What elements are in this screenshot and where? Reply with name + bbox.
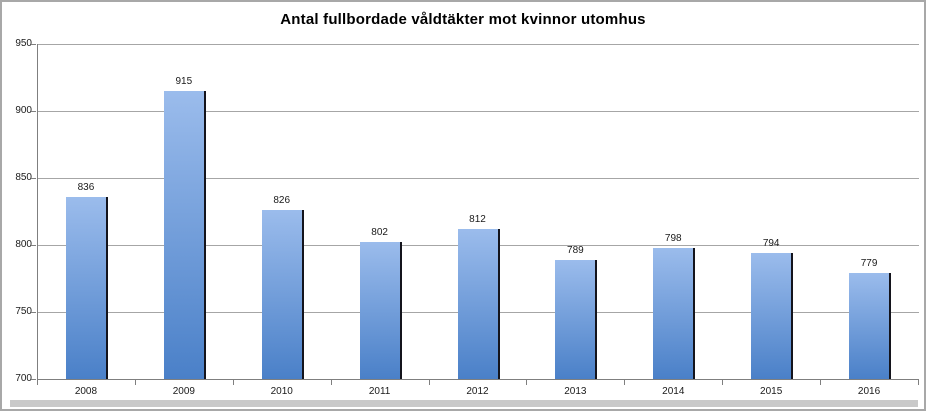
- y-axis-tick-800: [31, 245, 36, 246]
- bar-2011: [359, 242, 402, 379]
- y-axis-tick-900: [31, 111, 36, 112]
- x-axis-tick-0: [37, 380, 38, 385]
- bar-value-label-2009: 915: [175, 75, 193, 87]
- y-axis-tick-850: [31, 178, 36, 179]
- x-axis-tick-6: [624, 380, 626, 385]
- x-axis-tick-8: [820, 380, 822, 385]
- x-axis-label-2016: 2016: [857, 386, 881, 397]
- y-axis-tick-950: [31, 44, 36, 45]
- x-axis-tick-1: [134, 380, 136, 385]
- gridline-950: [38, 43, 919, 45]
- gridline-900: [38, 110, 919, 112]
- x-axis-tick-5: [526, 380, 528, 385]
- bar-2010: [261, 210, 304, 379]
- x-axis-label-2008: 2008: [74, 386, 98, 397]
- bar-2014: [653, 247, 696, 379]
- bar-2012: [457, 228, 500, 379]
- bar-value-label-2008: 836: [77, 181, 95, 193]
- bar-value-label-2016: 779: [860, 258, 878, 270]
- y-axis-tick-label-800: 800: [15, 239, 32, 250]
- x-axis-tick-2: [232, 380, 234, 385]
- x-axis-tick-9: [918, 380, 919, 385]
- x-axis-label-2013: 2013: [564, 386, 587, 397]
- bar-value-label-2012: 812: [469, 213, 486, 225]
- bar-2009: [163, 90, 206, 379]
- x-axis-label-2011: 2011: [368, 386, 391, 397]
- bar-2016: [849, 273, 892, 379]
- x-axis-label-2012: 2012: [466, 386, 489, 397]
- bar-2013: [555, 259, 598, 379]
- bottom-strip: [10, 400, 918, 407]
- x-axis-label-2009: 2009: [172, 386, 195, 397]
- x-axis-tick-4: [428, 380, 430, 385]
- bar-2015: [751, 253, 794, 379]
- bar-value-label-2011: 802: [371, 227, 388, 239]
- x-axis-tick-7: [722, 380, 724, 385]
- bar-2008: [65, 196, 108, 379]
- y-axis-tick-700: [31, 379, 36, 380]
- chart-title: Antal fullbordade våldtäkter mot kvinnor…: [280, 11, 646, 28]
- x-axis-label-2015: 2015: [760, 386, 783, 397]
- bar-value-label-2013: 789: [567, 244, 584, 256]
- x-axis-label-2014: 2014: [662, 386, 685, 397]
- y-axis-tick-label-950: 950: [15, 38, 32, 49]
- y-axis-tick-label-700: 700: [15, 373, 32, 384]
- y-axis-tick-label-900: 900: [15, 105, 32, 116]
- plot-area: 836 915 826 802 812 789 798 794 779: [37, 43, 919, 380]
- y-axis-tick-label-750: 750: [15, 306, 32, 317]
- gridline-850: [38, 177, 919, 179]
- bar-value-label-2015: 794: [762, 238, 780, 250]
- x-axis-tick-3: [330, 380, 332, 385]
- x-axis-label-2010: 2010: [270, 386, 293, 397]
- bar-value-label-2014: 798: [664, 232, 682, 244]
- y-axis-tick-750: [31, 312, 36, 313]
- bar-value-label-2010: 826: [273, 195, 291, 207]
- y-axis-tick-label-850: 850: [15, 172, 32, 183]
